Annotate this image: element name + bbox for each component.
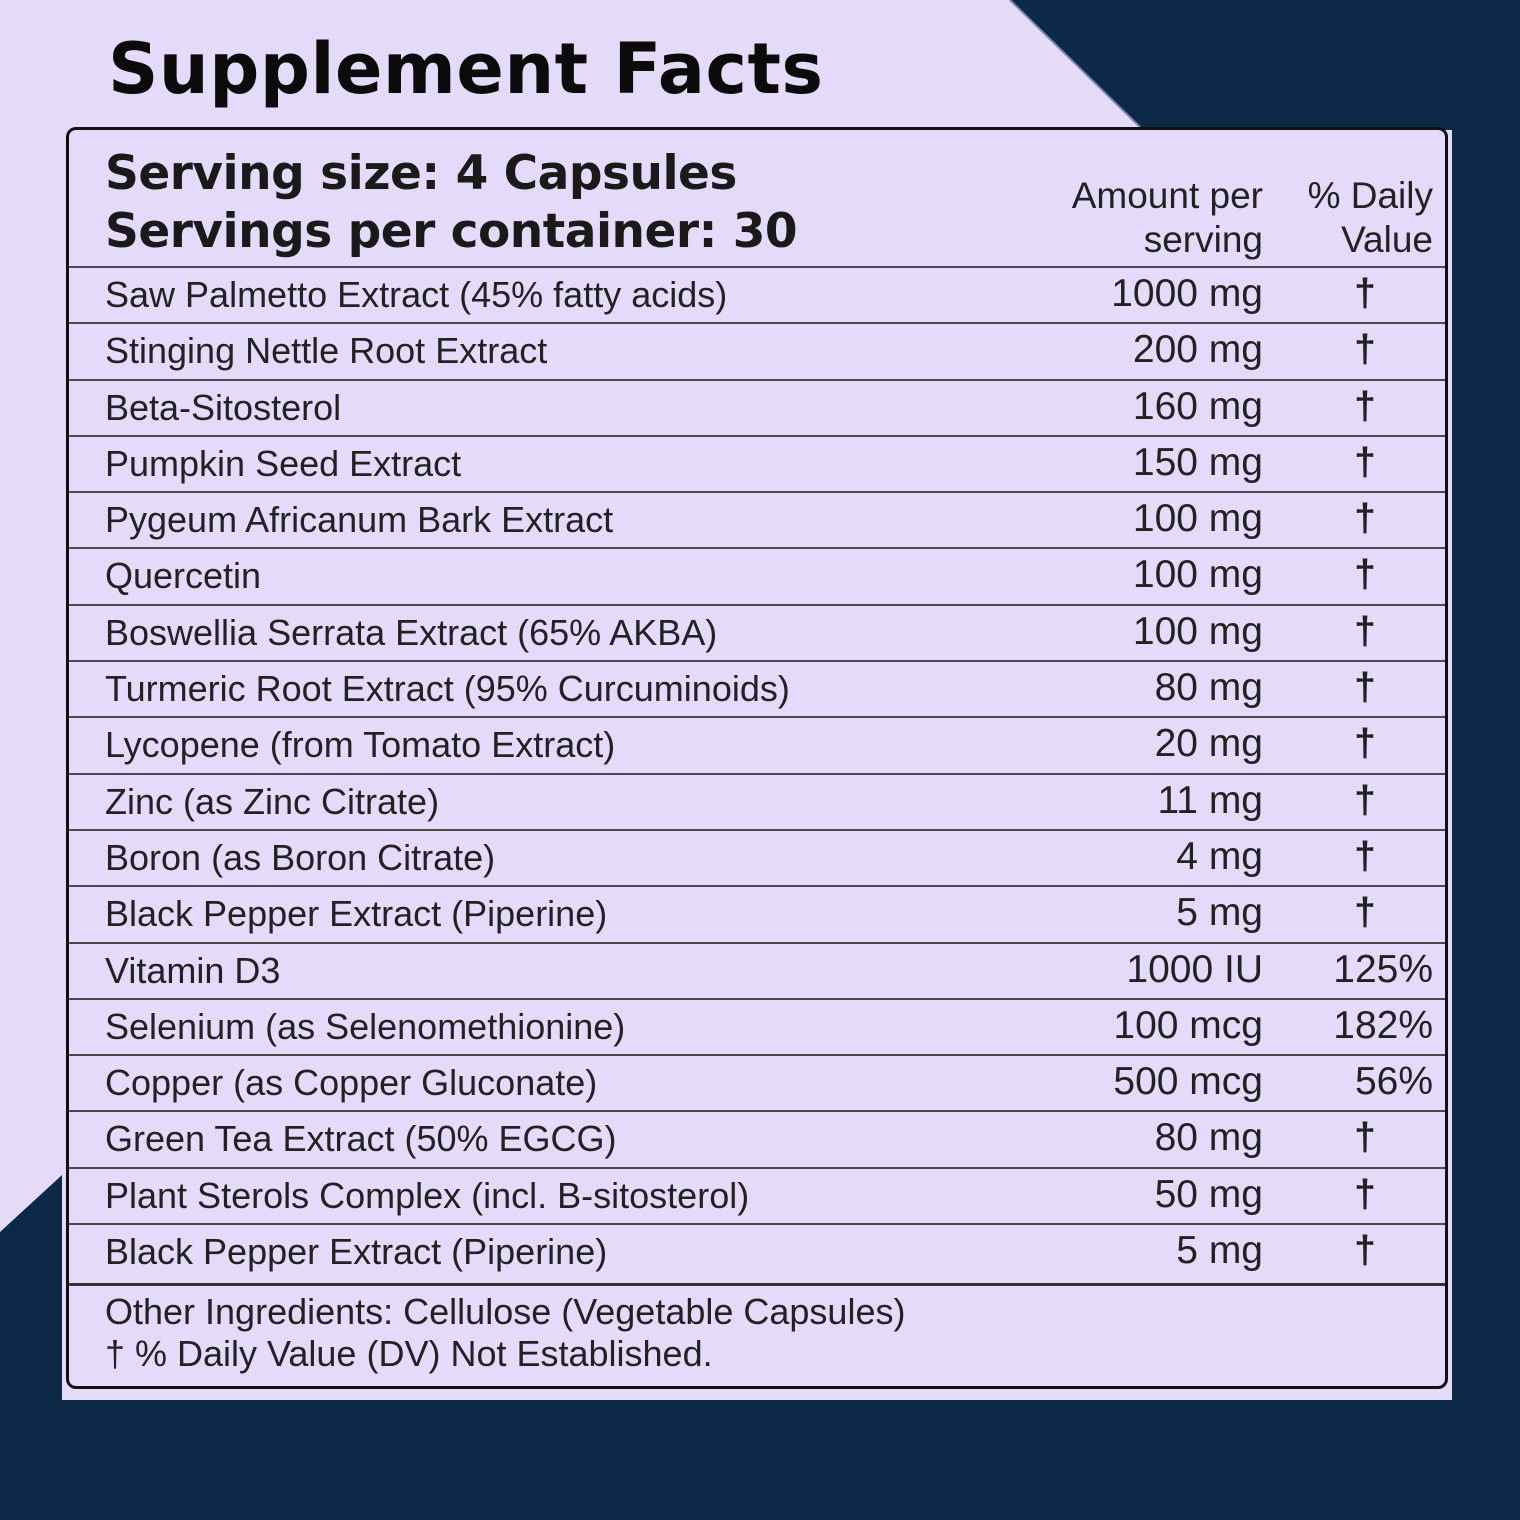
ingredient-rows: Saw Palmetto Extract (45% fatty acids) 10…: [69, 266, 1445, 1282]
ingredient-amount: 1000 IU: [1126, 947, 1263, 991]
ingredient-daily-value: †: [1354, 609, 1376, 653]
ingredient-name: Pumpkin Seed Extract: [105, 442, 462, 484]
ingredient-name: Plant Sterols Complex (incl. B-sitostero…: [105, 1174, 750, 1216]
ingredient-name: Black Pepper Extract (Piperine): [105, 1231, 608, 1273]
facts-header: Serving size: 4 Capsules Servings per co…: [69, 130, 1445, 266]
ingredient-daily-value: †: [1354, 440, 1376, 484]
facts-footer: Other Ingredients: Cellulose (Vegetable …: [69, 1283, 1445, 1386]
ingredient-daily-value: †: [1354, 834, 1376, 878]
ingredient-daily-value: †: [1354, 272, 1376, 315]
table-row: Pygeum Africanum Bark Extract 100 mg †: [69, 491, 1445, 547]
ingredient-name: Saw Palmetto Extract (45% fatty acids): [105, 274, 728, 315]
ingredient-name: Lycopene (from Tomato Extract): [105, 724, 616, 766]
ingredient-name: Copper (as Copper Gluconate): [105, 1062, 598, 1104]
ingredient-amount: 500 mcg: [1113, 1060, 1263, 1104]
ingredient-daily-value: †: [1354, 666, 1376, 710]
amount-column-header: Amount per serving: [1071, 175, 1263, 260]
ingredient-daily-value: †: [1354, 1116, 1376, 1160]
ingredient-amount: 1000 mg: [1111, 272, 1263, 315]
ingredient-daily-value: †: [1354, 722, 1376, 766]
ingredient-amount: 5 mg: [1176, 1229, 1263, 1273]
table-row: Green Tea Extract (50% EGCG) 80 mg †: [69, 1110, 1445, 1166]
ingredient-daily-value: †: [1354, 1172, 1376, 1216]
ingredient-name: Stinging Nettle Root Extract: [105, 330, 548, 372]
ingredient-name: Boswellia Serrata Extract (65% AKBA): [105, 611, 718, 653]
dagger-note: † % Daily Value (DV) Not Established.: [105, 1333, 713, 1374]
page-title: Supplement Facts: [108, 28, 824, 110]
ingredient-name: Black Pepper Extract (Piperine): [105, 893, 608, 935]
table-row: Beta-Sitosterol 160 mg †: [69, 378, 1445, 435]
ingredient-name: Vitamin D3: [105, 949, 281, 991]
ingredient-amount: 50 mg: [1154, 1172, 1263, 1216]
ingredient-amount: 100 mg: [1132, 497, 1263, 541]
other-ingredients: Other Ingredients: Cellulose (Vegetable …: [105, 1291, 906, 1332]
ingredient-amount: 100 mg: [1132, 553, 1263, 597]
table-row: Pumpkin Seed Extract 150 mg †: [69, 434, 1445, 491]
ingredient-daily-value: 125%: [1333, 947, 1433, 991]
table-row: Copper (as Copper Gluconate) 500 mcg 56%: [69, 1054, 1445, 1110]
ingredient-name: Zinc (as Zinc Citrate): [105, 780, 440, 822]
ingredient-amount: 80 mg: [1154, 666, 1263, 710]
ingredient-name: Green Tea Extract (50% EGCG): [105, 1118, 617, 1160]
ingredient-name: Boron (as Boron Citrate): [105, 836, 496, 878]
ingredient-daily-value: †: [1354, 1229, 1376, 1273]
ingredient-amount: 11 mg: [1157, 778, 1264, 822]
ingredient-daily-value: †: [1354, 553, 1376, 597]
ingredient-amount: 150 mg: [1132, 440, 1263, 484]
ingredient-amount: 80 mg: [1154, 1116, 1263, 1160]
ingredient-daily-value: †: [1354, 384, 1376, 428]
ingredient-daily-value: 182%: [1333, 1003, 1433, 1047]
ingredient-name: Turmeric Root Extract (95% Curcuminoids): [105, 668, 790, 710]
ingredient-daily-value: †: [1354, 778, 1376, 822]
ingredient-daily-value: †: [1354, 891, 1376, 935]
ingredient-amount: 100 mg: [1132, 609, 1263, 653]
ingredient-amount: 4 mg: [1176, 834, 1263, 878]
table-row: Vitamin D3 1000 IU 125%: [69, 941, 1445, 998]
table-row: Quercetin 100 mg †: [69, 547, 1445, 603]
ingredient-daily-value: †: [1354, 497, 1376, 541]
servings-per-container: Servings per container: 30: [105, 204, 798, 259]
ingredient-daily-value: †: [1354, 328, 1376, 372]
table-row: Selenium (as Selenomethionine) 100 mcg 182…: [69, 997, 1445, 1054]
table-row: Boswellia Serrata Extract (65% AKBA) 100 …: [69, 603, 1445, 660]
ingredient-name: Quercetin: [105, 555, 262, 597]
serving-size: Serving size: 4 Capsules: [105, 146, 737, 201]
ingredient-amount: 160 mg: [1132, 384, 1263, 428]
table-row: Black Pepper Extract (Piperine) 5 mg †: [69, 885, 1445, 941]
table-row: Stinging Nettle Root Extract 200 mg †: [69, 322, 1445, 378]
ingredient-amount: 200 mg: [1132, 328, 1263, 372]
table-row: Plant Sterols Complex (incl. B-sitostero…: [69, 1166, 1445, 1223]
table-row: Saw Palmetto Extract (45% fatty acids) 10…: [69, 266, 1445, 322]
ingredient-amount: 100 mcg: [1113, 1003, 1263, 1047]
table-row: Black Pepper Extract (Piperine) 5 mg †: [69, 1223, 1445, 1282]
ingredient-name: Selenium (as Selenomethionine): [105, 1005, 626, 1047]
supplement-facts-panel: Serving size: 4 Capsules Servings per co…: [66, 127, 1448, 1389]
ingredient-name: Pygeum Africanum Bark Extract: [105, 499, 614, 541]
table-row: Boron (as Boron Citrate) 4 mg †: [69, 828, 1445, 885]
table-row: Lycopene (from Tomato Extract) 20 mg †: [69, 716, 1445, 772]
ingredient-amount: 20 mg: [1154, 722, 1263, 766]
table-row: Zinc (as Zinc Citrate) 11 mg †: [69, 772, 1445, 829]
ingredient-daily-value: 56%: [1354, 1060, 1433, 1104]
ingredient-name: Beta-Sitosterol: [105, 386, 342, 428]
table-row: Turmeric Root Extract (95% Curcuminoids)…: [69, 660, 1445, 716]
ingredient-amount: 5 mg: [1176, 891, 1263, 935]
daily-value-column-header: % Daily Value: [1307, 175, 1433, 260]
